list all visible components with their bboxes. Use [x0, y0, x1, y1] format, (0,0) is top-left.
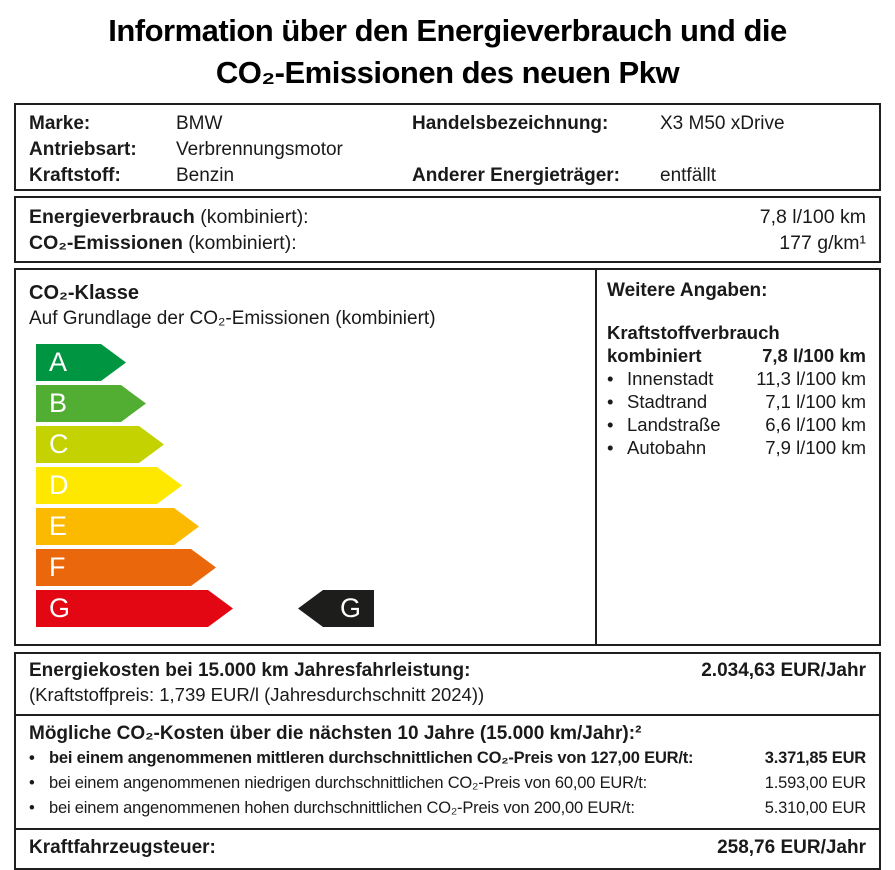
bullet-icon — [29, 746, 49, 771]
page-title: Information über den Energieverbrauch un… — [0, 10, 895, 94]
tax-value: 258,76 EUR/Jahr — [717, 837, 866, 858]
kraftstoff-label: Kraftstoff: — [29, 165, 121, 186]
class-arrow-g: G — [36, 590, 233, 627]
class-letter: C — [49, 429, 69, 459]
energy-consumption-value: 7,8 l/100 km — [759, 206, 866, 228]
empty-cell — [660, 137, 866, 163]
co2-cost-value: 1.593,00 EUR — [764, 774, 866, 792]
fuel-consumption-heading: Kraftstoffverbrauch — [607, 322, 780, 343]
co2-cost-value: 3.371,85 EUR — [764, 749, 866, 767]
vehicle-class-indicator: G — [298, 590, 374, 627]
antriebsart-value: Verbrennungsmotor — [176, 139, 343, 160]
class-arrow-e: E — [36, 508, 199, 545]
costs-box: Energiekosten bei 15.000 km Jahresfahrle… — [14, 652, 881, 870]
energy-consumption-label: Energieverbrauch (kombiniert): — [29, 204, 309, 230]
fuel-item-value: 11,3 l/100 km — [756, 368, 866, 389]
class-letter: G — [49, 593, 71, 623]
marke-value: BMW — [176, 113, 223, 134]
bullet-icon — [29, 771, 49, 796]
fuel-item-innenstadt: Innenstadt 11,3 l/100 km — [607, 367, 866, 390]
handelsbezeichnung-label: Handelsbezeichnung: — [412, 113, 609, 134]
class-arrow-b: B — [36, 385, 146, 422]
co2-emissions-value: 177 g/km¹ — [779, 232, 866, 254]
bullet-icon — [607, 390, 627, 413]
bullet-icon — [607, 413, 627, 436]
fuel-item-autobahn: Autobahn 7,9 l/100 km — [607, 436, 866, 459]
anderer-energietraeger-value: entfällt — [660, 165, 716, 186]
class-letter: A — [49, 347, 68, 377]
co2-cost-label: bei einem angenommenen mittleren durchsc… — [49, 749, 694, 767]
tax-row: Kraftfahrzeugsteuer: 258,76 EUR/Jahr — [29, 835, 866, 861]
co2-class-panel: CO₂-Klasse Auf Grundlage der CO₂-Emissio… — [16, 270, 597, 644]
handelsbezeichnung-value: X3 M50 xDrive — [660, 113, 785, 134]
co2-class-heading: CO₂-Klasse — [29, 282, 140, 304]
bullet-icon — [607, 436, 627, 459]
vehicle-class-letter: G — [339, 593, 361, 623]
energy-consumption-row: Energieverbrauch (kombiniert): 7,8 l/100… — [29, 204, 866, 230]
kraftstoff-value: Benzin — [176, 165, 235, 186]
tax-label: Kraftfahrzeugsteuer: — [29, 837, 216, 858]
co2-cost-label: bei einem angenommenen hohen durchschnit… — [49, 799, 635, 817]
energy-cost-row: Energiekosten bei 15.000 km Jahresfahrle… — [29, 659, 866, 683]
fuel-combined-row: kombiniert 7,8 l/100 km — [607, 344, 866, 367]
bullet-icon — [607, 367, 627, 390]
fuel-item-label: Stadtrand — [627, 391, 708, 412]
co2-emissions-label: CO₂-Emissionen (kombiniert): — [29, 230, 297, 256]
class-letter: E — [49, 511, 68, 541]
energy-cost-label: Energiekosten bei 15.000 km Jahresfahrle… — [29, 660, 471, 681]
marke-label: Marke: — [29, 113, 91, 134]
energy-consumption-label-rest: (kombiniert): — [194, 206, 309, 228]
fuel-item-stadtrand: Stadtrand 7,1 l/100 km — [607, 390, 866, 413]
fuel-combined-label: kombiniert — [607, 345, 702, 366]
fuel-combined-value: 7,8 l/100 km — [762, 345, 866, 366]
further-details-heading: Weitere Angaben: — [607, 280, 768, 301]
class-letter: F — [49, 552, 66, 582]
co2-emissions-row: CO₂-Emissionen (kombiniert): 177 g/km¹ — [29, 230, 866, 256]
energy-consumption-label-bold: Energieverbrauch — [29, 206, 195, 228]
class-letter: B — [49, 388, 68, 418]
energy-cost-value: 2.034,63 EUR/Jahr — [701, 660, 866, 681]
empty-cell — [412, 137, 660, 163]
energy-costs-section: Energiekosten bei 15.000 km Jahresfahrle… — [16, 654, 879, 714]
tax-section: Kraftfahrzeugsteuer: 258,76 EUR/Jahr — [16, 828, 879, 868]
fuel-price-note: (Kraftstoffpreis: 1,739 EUR/l (Jahresdur… — [29, 684, 485, 705]
vehicle-info-box: Marke: BMW Handelsbezeichnung: X3 M50 xD… — [14, 103, 881, 191]
further-details-panel: Weitere Angaben: Kraftstoffverbrauch kom… — [597, 270, 879, 644]
co2-costs-section: Mögliche CO₂-Kosten über die nächsten 10… — [16, 714, 879, 828]
co2-class-box: CO₂-Klasse Auf Grundlage der CO₂-Emissio… — [14, 268, 881, 646]
co2-cost-value: 5.310,00 EUR — [764, 799, 866, 817]
class-arrow-a: A — [36, 344, 126, 381]
fuel-item-landstrasse: Landstraße 6,6 l/100 km — [607, 413, 866, 436]
class-letter: D — [49, 470, 69, 500]
fuel-item-label: Innenstadt — [627, 368, 714, 389]
class-arrow-f: F — [36, 549, 216, 586]
bullet-icon — [29, 796, 49, 821]
vehicle-info-table: Marke: BMW Handelsbezeichnung: X3 M50 xD… — [29, 111, 866, 189]
page-title-line1: Information über den Energieverbrauch un… — [108, 13, 787, 48]
fuel-item-value: 7,1 l/100 km — [765, 391, 866, 412]
co2-emissions-label-rest: (kombiniert): — [182, 232, 297, 254]
anderer-energietraeger-label: Anderer Energieträger: — [412, 165, 621, 186]
co2-cost-item-mittel: bei einem angenommenen mittleren durchsc… — [29, 746, 866, 771]
fuel-item-label: Autobahn — [627, 437, 707, 458]
co2-emissions-label-bold: CO₂-Emissionen — [29, 232, 183, 254]
consumption-box: Energieverbrauch (kombiniert): 7,8 l/100… — [14, 196, 881, 263]
co2-costs-heading: Mögliche CO₂-Kosten über die nächsten 10… — [29, 723, 642, 744]
antriebsart-label: Antriebsart: — [29, 139, 137, 160]
co2-cost-item-niedrig: bei einem angenommenen niedrigen durchsc… — [29, 771, 866, 796]
fuel-item-value: 6,6 l/100 km — [765, 414, 866, 435]
fuel-item-label: Landstraße — [627, 414, 721, 435]
page-title-line2: CO₂-Emissionen des neuen Pkw — [215, 54, 680, 90]
co2-cost-item-hoch: bei einem angenommenen hohen durchschnit… — [29, 796, 866, 821]
class-arrow-c: C — [36, 426, 164, 463]
class-arrow-d: D — [36, 467, 182, 504]
co2-class-subheading: Auf Grundlage der CO₂-Emissionen (kombin… — [29, 308, 436, 329]
fuel-item-value: 7,9 l/100 km — [765, 437, 866, 458]
co2-cost-label: bei einem angenommenen niedrigen durchsc… — [49, 774, 647, 792]
